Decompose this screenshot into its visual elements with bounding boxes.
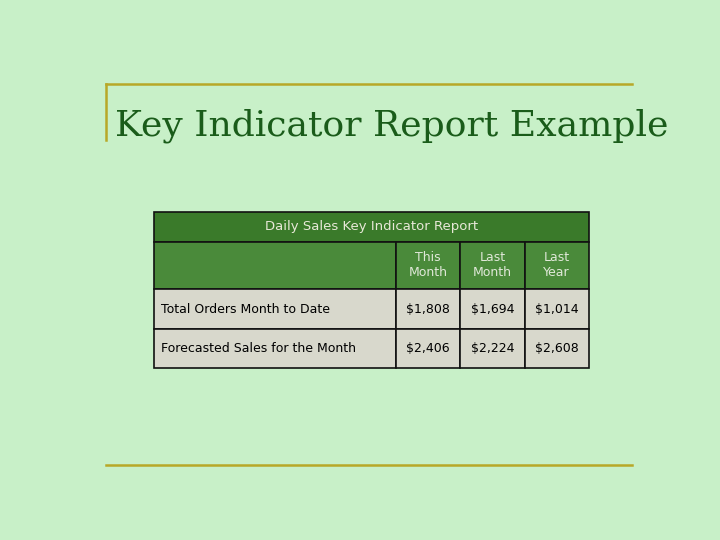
Text: Forecasted Sales for the Month: Forecasted Sales for the Month xyxy=(161,342,356,355)
Bar xyxy=(396,289,460,329)
Text: $2,608: $2,608 xyxy=(535,342,579,355)
Bar xyxy=(396,329,460,368)
Text: Total Orders Month to Date: Total Orders Month to Date xyxy=(161,302,330,315)
Bar xyxy=(154,289,396,329)
Text: This
Month: This Month xyxy=(408,252,447,279)
Bar xyxy=(154,329,396,368)
Bar xyxy=(154,212,590,241)
Text: $1,694: $1,694 xyxy=(471,302,514,315)
Text: Last
Month: Last Month xyxy=(473,252,512,279)
Bar xyxy=(460,289,525,329)
Text: Daily Sales Key Indicator Report: Daily Sales Key Indicator Report xyxy=(265,220,478,233)
Text: $1,808: $1,808 xyxy=(406,302,450,315)
Text: Last
Year: Last Year xyxy=(544,252,570,279)
Bar xyxy=(525,289,589,329)
Text: $2,224: $2,224 xyxy=(471,342,514,355)
Text: $1,014: $1,014 xyxy=(535,302,579,315)
Text: $2,406: $2,406 xyxy=(406,342,450,355)
Text: Key Indicator Report Example: Key Indicator Report Example xyxy=(115,109,669,143)
Bar xyxy=(460,329,525,368)
Bar xyxy=(525,329,589,368)
